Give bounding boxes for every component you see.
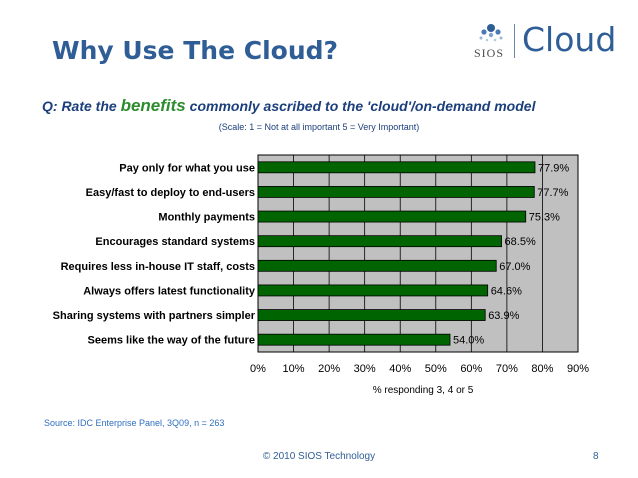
data-label: 68.5%: [505, 236, 536, 248]
question-suffix: commonly ascribed to the 'cloud'/on-dema…: [185, 98, 536, 114]
data-label: 63.9%: [488, 310, 519, 322]
question-prefix: Q: Rate the: [42, 98, 121, 114]
source-note: Source: IDC Enterprise Panel, 3Q09, n = …: [44, 418, 225, 428]
bar: [257, 186, 535, 198]
x-tick-label: 70%: [496, 363, 518, 375]
scale-note: (Scale: 1 = Not at all important 5 = Ver…: [218, 122, 420, 132]
survey-question: Q: Rate the benefits commonly ascribed t…: [42, 96, 602, 116]
sios-logo-text: SIOS: [474, 46, 505, 60]
category-label: Easy/fast to deploy to end-users: [86, 187, 255, 199]
category-label: Requires less in-house IT staff, costs: [61, 261, 255, 273]
bar: [257, 333, 451, 346]
data-label: 64.6%: [491, 285, 522, 297]
category-label: Sharing systems with partners simpler: [53, 310, 256, 322]
category-label: Always offers latest functionality: [83, 285, 256, 297]
category-label: Pay only for what you use: [119, 162, 255, 174]
data-label: 54.0%: [453, 335, 484, 347]
plot-border: [257, 154, 579, 353]
x-tick-label: 0%: [250, 363, 266, 375]
category-label: Monthly payments: [158, 212, 255, 224]
category-label: Encourages standard systems: [95, 236, 255, 248]
x-tick-label: 10%: [283, 363, 305, 375]
x-tick-label: 30%: [354, 363, 376, 375]
data-label: 77.7%: [537, 187, 568, 199]
x-tick-label: 40%: [389, 363, 411, 375]
x-tick-label: 50%: [425, 363, 447, 375]
bar: [257, 235, 502, 248]
data-label: 67.0%: [499, 261, 530, 273]
data-label: 75.3%: [529, 212, 560, 224]
slide-title: Why Use The Cloud?: [52, 36, 339, 65]
logo-divider: [514, 24, 515, 58]
page-number: 8: [593, 451, 599, 462]
x-tick-label: 90%: [567, 363, 589, 375]
question-emphasis: benefits: [120, 96, 186, 115]
bar: [257, 161, 536, 174]
bar: [257, 259, 497, 272]
plot-area: [258, 155, 578, 352]
x-axis-label: % responding 3, 4 or 5: [373, 385, 474, 396]
x-tick-label: 60%: [460, 363, 482, 375]
sios-cloud-logo: SIOS Cloud: [470, 20, 630, 62]
sios-logo-icon: [479, 24, 503, 42]
bar: [257, 309, 486, 321]
cloud-logo-text: Cloud: [522, 20, 617, 59]
data-label: 77.9%: [538, 162, 569, 174]
x-tick-label: 20%: [318, 363, 340, 375]
bar: [257, 284, 489, 297]
bar: [257, 210, 527, 223]
copyright: © 2010 SIOS Technology: [262, 451, 376, 462]
category-label: Seems like the way of the future: [88, 335, 256, 347]
x-tick-label: 80%: [531, 363, 553, 375]
